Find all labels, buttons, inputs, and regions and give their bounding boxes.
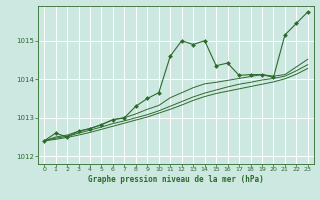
X-axis label: Graphe pression niveau de la mer (hPa): Graphe pression niveau de la mer (hPa) — [88, 175, 264, 184]
